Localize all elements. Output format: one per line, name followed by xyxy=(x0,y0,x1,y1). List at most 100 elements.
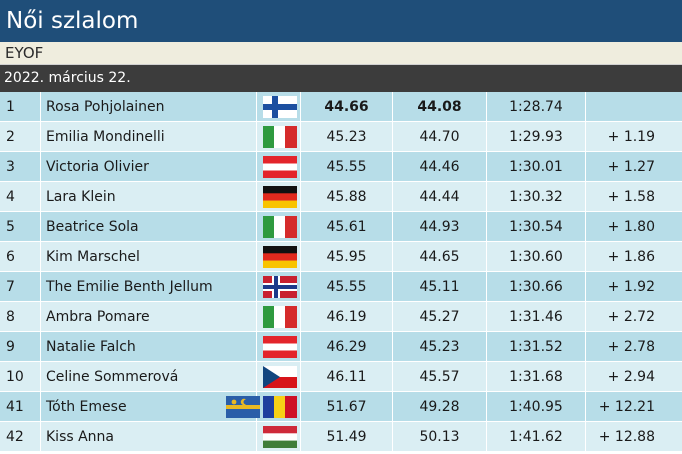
time-difference-cell: + 1.92 xyxy=(607,278,655,295)
rank-cell: 5 xyxy=(0,212,41,241)
table-row: 6 Kim Marschel 45.95 44.65 1:30.60 + 1.86 xyxy=(0,242,682,272)
total-time-cell: 1:40.95 xyxy=(487,392,586,421)
table-row: 8 Ambra Pomare 46.19 45.27 1:31.46 + 2.72 xyxy=(0,302,682,332)
time-difference-cell: + 2.78 xyxy=(607,338,655,355)
total-time-cell: 1:30.60 xyxy=(487,242,586,271)
flag-cell xyxy=(226,392,301,421)
run2-time-cell: 45.57 xyxy=(393,362,487,391)
run2-time-cell: 49.28 xyxy=(393,392,487,421)
run2-time-cell: 45.27 xyxy=(393,302,487,331)
total-time-cell: 1:31.52 xyxy=(487,332,586,361)
total-time-cell: 1:29.93 xyxy=(487,122,586,151)
time-difference-cell xyxy=(586,92,681,121)
run1-time-cell: 45.95 xyxy=(301,242,393,271)
run1-time-cell: 45.61 xyxy=(301,212,393,241)
athlete-name-cell: Beatrice Sola xyxy=(41,212,257,241)
athlete-name-cell: Rosa Pohjolainen xyxy=(41,92,257,121)
results-title: Női szlalom xyxy=(0,0,682,42)
flag-cell xyxy=(257,272,301,301)
flag-cell xyxy=(257,182,301,211)
rank-cell: 7 xyxy=(0,272,41,301)
run2-time-cell: 44.08 xyxy=(393,92,487,121)
run1-time-cell: 46.11 xyxy=(301,362,393,391)
time-difference-cell: + 12.21 xyxy=(598,398,655,415)
table-row: 4 Lara Klein 45.88 44.44 1:30.32 + 1.58 xyxy=(0,182,682,212)
total-time-cell: 1:30.32 xyxy=(487,182,586,211)
run1-time-cell: 45.55 xyxy=(301,272,393,301)
run2-time-cell: 44.44 xyxy=(393,182,487,211)
table-row: 1 Rosa Pohjolainen 44.66 44.08 1:28.74 xyxy=(0,92,682,122)
germany-flag-icon xyxy=(263,185,297,208)
athlete-name-cell: Tóth Emese xyxy=(41,392,257,421)
time-difference-cell: + 12.88 xyxy=(598,428,655,445)
athlete-name-cell: Lara Klein xyxy=(41,182,257,211)
run1-time-cell: 46.19 xyxy=(301,302,393,331)
run1-time-cell: 51.67 xyxy=(301,392,393,421)
rank-cell: 4 xyxy=(0,182,41,211)
run2-time-cell: 45.11 xyxy=(393,272,487,301)
run1-time-cell: 45.88 xyxy=(301,182,393,211)
total-time-cell: 1:30.66 xyxy=(487,272,586,301)
flag-cell xyxy=(257,362,301,391)
total-time-cell: 1:31.68 xyxy=(487,362,586,391)
flag-cell xyxy=(257,212,301,241)
flag-cell xyxy=(257,302,301,331)
total-time-cell: 1:30.01 xyxy=(487,152,586,181)
run1-time-cell: 46.29 xyxy=(301,332,393,361)
table-row: 41 Tóth Emese 51.67 49.28 1:40.95 + 12.21 xyxy=(0,392,682,422)
italy-flag-icon xyxy=(263,305,297,328)
flag-cell xyxy=(257,242,301,271)
total-time-cell: 1:41.62 xyxy=(487,422,586,451)
norway-flag-icon xyxy=(263,275,297,298)
run2-time-cell: 45.23 xyxy=(393,332,487,361)
table-row: 42 Kiss Anna 51.49 50.13 1:41.62 + 12.88 xyxy=(0,422,682,452)
athlete-name-cell: Kim Marschel xyxy=(41,242,257,271)
table-row: 10 Celine Sommerová 46.11 45.57 1:31.68 + 2.… xyxy=(0,362,682,392)
total-time-cell: 1:31.46 xyxy=(487,302,586,331)
total-time-cell: 1:28.74 xyxy=(487,92,586,121)
flag-cell xyxy=(257,152,301,181)
run2-time-cell: 44.65 xyxy=(393,242,487,271)
athlete-name-cell: Kiss Anna xyxy=(41,422,257,451)
results-table: 1 Rosa Pohjolainen 44.66 44.08 1:28.74 2 Emil… xyxy=(0,92,682,452)
time-difference-cell: + 2.94 xyxy=(607,368,655,385)
rank-cell: 2 xyxy=(0,122,41,151)
table-row: 5 Beatrice Sola 45.61 44.93 1:30.54 + 1.80 xyxy=(0,212,682,242)
flag-cell xyxy=(257,422,301,451)
rank-cell: 6 xyxy=(0,242,41,271)
athlete-name-cell: Emilia Mondinelli xyxy=(41,122,257,151)
time-difference-cell: + 1.58 xyxy=(607,188,655,205)
rank-cell: 1 xyxy=(0,92,41,121)
table-row: 3 Victoria Olivier 45.55 44.46 1:30.01 + 1.2… xyxy=(0,152,682,182)
rank-cell: 9 xyxy=(0,332,41,361)
flag-cell xyxy=(257,92,301,121)
table-row: 2 Emilia Mondinelli 45.23 44.70 1:29.93 + 1.… xyxy=(0,122,682,152)
rank-cell: 42 xyxy=(0,422,41,451)
szekely-flag-icon xyxy=(226,395,260,418)
time-difference-cell: + 1.80 xyxy=(607,218,655,235)
romania-flag-icon xyxy=(263,395,297,418)
table-row: 7 The Emilie Benth Jellum 45.55 45.11 1:30.… xyxy=(0,272,682,302)
rank-cell: 10 xyxy=(0,362,41,391)
event-subtitle: EYOF xyxy=(0,42,682,65)
run1-time-cell: 45.55 xyxy=(301,152,393,181)
run2-time-cell: 44.93 xyxy=(393,212,487,241)
time-difference-cell: + 1.86 xyxy=(607,248,655,265)
rank-cell: 8 xyxy=(0,302,41,331)
run2-time-cell: 44.70 xyxy=(393,122,487,151)
italy-flag-icon xyxy=(263,215,297,238)
hungary-flag-icon xyxy=(263,425,297,448)
run2-time-cell: 50.13 xyxy=(393,422,487,451)
athlete-name-cell: Victoria Olivier xyxy=(41,152,257,181)
time-difference-cell: + 1.27 xyxy=(607,158,655,175)
czech-flag-icon xyxy=(263,365,297,388)
austria-flag-icon xyxy=(263,155,297,178)
rank-cell: 41 xyxy=(0,392,41,421)
athlete-name-cell: Natalie Falch xyxy=(41,332,257,361)
finland-flag-icon xyxy=(263,95,297,118)
rank-cell: 3 xyxy=(0,152,41,181)
run1-time-cell: 51.49 xyxy=(301,422,393,451)
flag-cell xyxy=(257,122,301,151)
athlete-name-cell: The Emilie Benth Jellum xyxy=(41,272,257,301)
athlete-name-cell: Ambra Pomare xyxy=(41,302,257,331)
